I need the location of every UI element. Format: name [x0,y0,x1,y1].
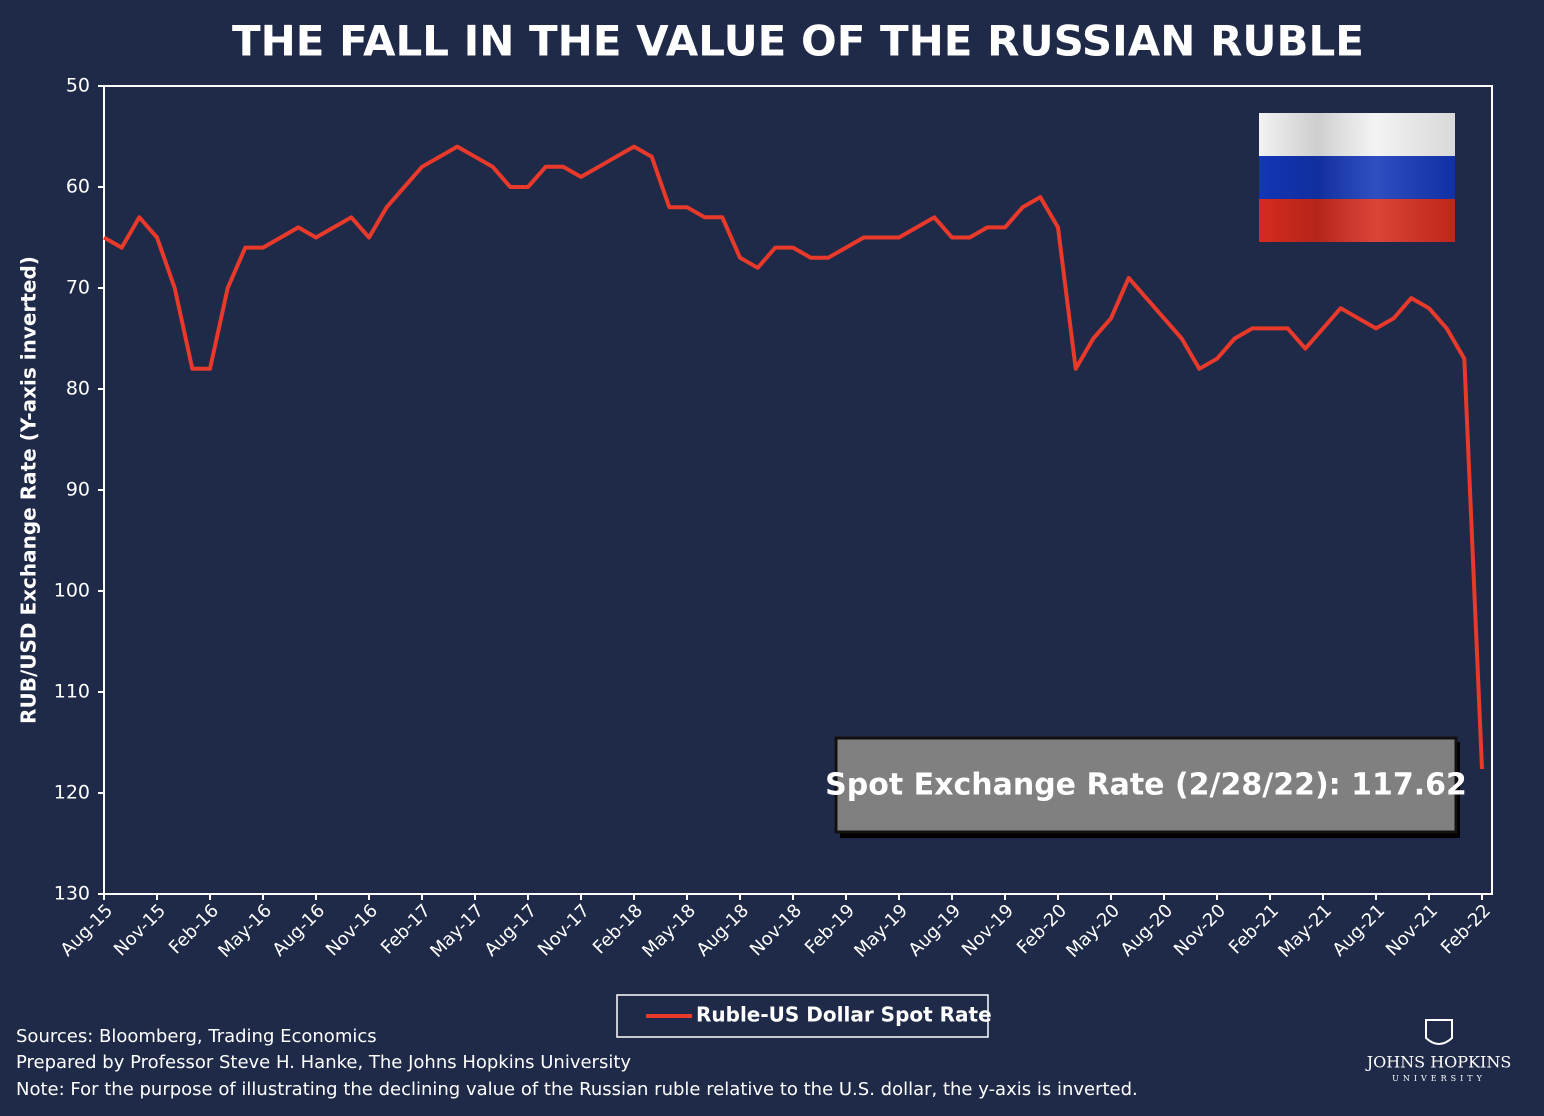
series-line [103,144,1484,770]
flag [1259,113,1455,242]
y-tick-label: 90 [66,479,90,501]
y-axis-label: RUB/USD Exchange Rate (Y-axis inverted) [17,256,41,724]
flag-shade [1259,113,1455,242]
logo-name: JOHNS HOPKINS [1365,1053,1512,1072]
source-line: Prepared by Professor Steve H. Hanke, Th… [16,1052,631,1073]
y-tick-label: 110 [54,681,90,703]
y-tick-label: 50 [66,75,90,97]
legend-label: Ruble-US Dollar Spot Rate [696,1003,992,1027]
y-tick-label: 80 [66,378,90,400]
chart-title: THE FALL IN THE VALUE OF THE RUSSIAN RUB… [232,17,1364,66]
y-tick-label: 60 [66,176,90,198]
annotation: Spot Exchange Rate (2/28/22): 117.62 [825,768,1467,803]
logo-shield [1425,1019,1453,1045]
source-line: Note: For the purpose of illustrating th… [16,1079,1138,1100]
legend-box [616,994,989,1038]
source-line: Sources: Bloomberg, Trading Economics [16,1026,377,1047]
y-tick-label: 130 [54,883,90,905]
y-tick-label: 100 [54,580,90,602]
y-tick-label: 70 [66,277,90,299]
y-tick-label: 120 [54,782,90,804]
logo-sub: UNIVERSITY [1392,1074,1486,1083]
annotation-box [834,736,1458,834]
